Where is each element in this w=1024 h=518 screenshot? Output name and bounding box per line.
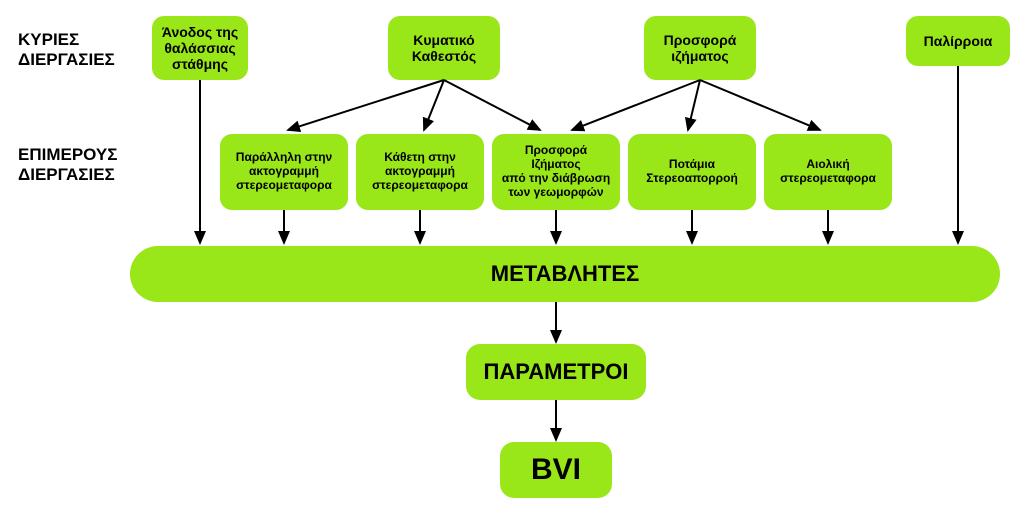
box-sea-level-rise: Άνοδος της θαλάσσιας στάθμης <box>152 16 248 80</box>
box-wave-regime: Κυματικό Καθεστός <box>388 16 500 80</box>
box-parameters: ΠΑΡΑΜΕΤΡΟΙ <box>466 344 646 400</box>
bar-variables: ΜΕΤΑΒΛΗΤΕΣ <box>130 246 1000 302</box>
box-tide: Παλίρροια <box>906 16 1010 66</box>
box-sediment-supply: Προσφορά ιζήματος <box>644 16 756 80</box>
row-label-sub-processes: ΕΠΙΜΕΡΟΥΣ ΔΙΕΡΓΑΣΙΕΣ <box>18 145 117 186</box>
box-aeolian-transport: Αιολική στερεομεταφορα <box>764 134 892 210</box>
box-longshore-transport: Παράλληλη στην ακτογραμμή στερεομεταφορα <box>220 134 348 210</box>
row-label-main-processes: ΚΥΡΙΕΣ ΔΙΕΡΓΑΣΙΕΣ <box>18 30 115 71</box>
box-cliff-erosion-supply: Προσφορά Ιζήματος από την διάβρωση των γ… <box>492 134 620 210</box>
box-fluvial-runoff: Ποτάμια Στερεοαπορροή <box>628 134 756 210</box>
box-crossshore-transport: Κάθετη στην ακτογραμμή στερεομεταφορα <box>356 134 484 210</box>
box-bvi: BVI <box>500 442 612 498</box>
